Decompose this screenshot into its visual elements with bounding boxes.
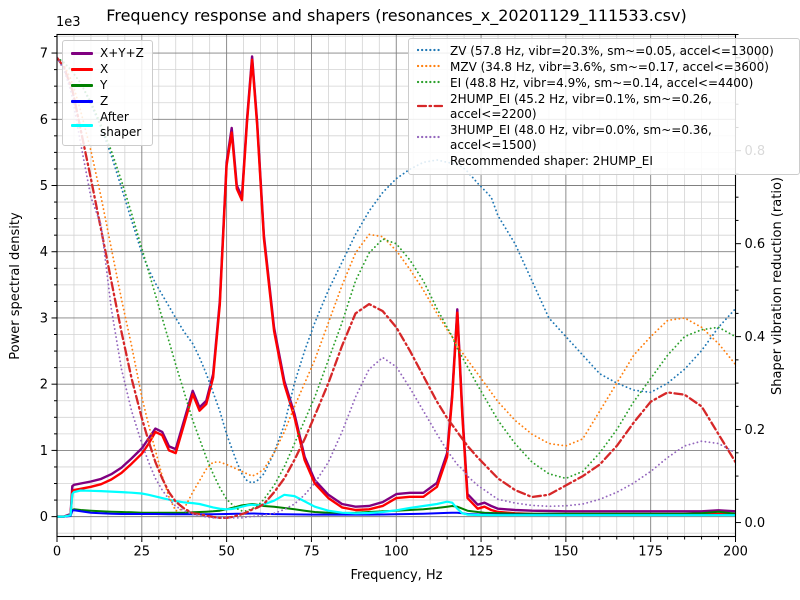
ticks [51,34,741,542]
legend-psd: X+Y+Z X Y Z After shaper [62,40,153,146]
legend-line-sample [71,68,93,71]
y-left-tick-label: 0 [40,510,48,525]
x-tick-label: 200 [723,545,748,560]
y-right-tick-label: 0.2 [745,423,766,438]
series-3HUMP_EI [57,56,736,519]
x-axis-label: Frequency, Hz [350,568,443,583]
legend-item-After-shaper: After shaper [71,110,144,140]
series-ZV [57,56,736,484]
x-tick-label: 100 [384,545,409,560]
y-left-tick-label: 6 [40,113,48,128]
legend-item-Z: Z [71,94,144,109]
legend-line-sample [416,64,444,68]
legend-line-sample [71,100,93,103]
y-left-tick-label: 3 [40,311,48,326]
x-tick-label: 75 [303,545,320,560]
legend-item-ZV: ZV (57.8 Hz, vibr=20.3%, sm~=0.05, accel… [416,44,791,59]
recommended-shaper-note: Recommended shaper: 2HUMP_EI [450,154,653,168]
legend-line-sample [71,52,93,55]
legend-item-EI: EI (48.8 Hz, vibr=4.9%, sm~=0.14, accel<… [416,76,791,91]
legend-item-label: Y [100,78,108,92]
legend-item-2HUMP_EI: 2HUMP_EI (45.2 Hz, vibr=0.1%, sm~=0.26, … [416,92,791,122]
legend-line-sample [416,80,444,84]
series-2HUMP_EI [57,56,736,520]
legend-item-3HUMP_EI: 3HUMP_EI (48.0 Hz, vibr=0.0%, sm~=0.36, … [416,123,791,153]
y-left-tick-label: 1 [40,444,48,459]
legend-line-sample [71,84,93,87]
legend-line-sample [416,104,444,107]
legend-item-label: Z [100,94,109,108]
y-left-tick-label: 2 [40,378,48,393]
y-right-tick-label: 0.0 [745,516,766,531]
legend-item-label: X+Y+Z [100,46,144,60]
y-axis-offset-label: 1e3 [56,15,81,30]
y-right-tick-label: 0.4 [745,330,766,345]
y-left-tick-label: 4 [40,245,48,260]
legend-shapers: ZV (57.8 Hz, vibr=20.3%, sm~=0.05, accel… [408,38,800,175]
x-tick-label: 50 [218,545,235,560]
legend-item-label: 2HUMP_EI (45.2 Hz, vibr=0.1%, sm~=0.26, … [450,92,712,121]
series-EI [57,56,736,512]
legend-item-Y: Y [71,78,144,93]
legend-item-X+Y+Z: X+Y+Z [71,46,144,61]
legend-item-label: 3HUMP_EI (48.0 Hz, vibr=0.0%, sm~=0.36, … [450,123,712,152]
legend-item-X: X [71,62,144,77]
legend-item-label: EI (48.8 Hz, vibr=4.9%, sm~=0.14, accel<… [450,76,754,90]
legend-item-label: MZV (34.8 Hz, vibr=3.6%, sm~=0.17, accel… [450,60,769,74]
y-left-tick-label: 5 [40,179,48,194]
legend-item-label: X [100,62,109,76]
legend-line-sample [416,48,444,52]
series-MZV [57,56,736,512]
legend-item-label: After shaper [100,110,142,139]
y-left-tick-label: 7 [40,47,48,62]
x-tick-label: 175 [638,545,663,560]
series-Y [57,503,736,518]
x-tick-label: 25 [134,545,151,560]
legend-line-sample [71,123,93,127]
x-tick-label: 125 [469,545,494,560]
y-axis-label-left: Power spectral density [8,212,23,360]
x-tick-label: 150 [553,545,578,560]
y-right-tick-label: 0.6 [745,237,766,252]
chart-title: Frequency response and shapers (resonanc… [106,6,687,25]
legend-line-sample [416,135,444,138]
legend-item-MZV: MZV (34.8 Hz, vibr=3.6%, sm~=0.17, accel… [416,60,791,75]
legend-item-label: ZV (57.8 Hz, vibr=20.3%, sm~=0.05, accel… [450,44,774,58]
series-group [57,55,736,520]
x-tick-label: 0 [53,545,61,560]
